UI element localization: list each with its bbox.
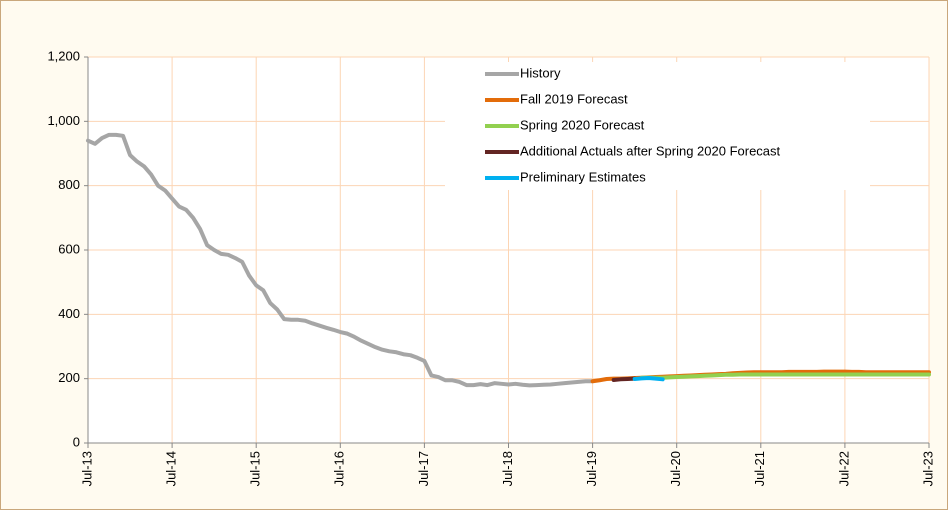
x-tick-label: Jul-22 xyxy=(836,451,851,486)
x-tick-label: Jul-19 xyxy=(584,451,599,486)
y-tick-label: 800 xyxy=(58,177,80,192)
x-tick-label: Jul-16 xyxy=(332,451,347,486)
legend-label: History xyxy=(520,65,561,80)
y-tick-label: 0 xyxy=(73,434,80,449)
y-tick-label: 1,000 xyxy=(47,113,80,128)
x-tick-label: Jul-17 xyxy=(416,451,431,486)
legend-label: Additional Actuals after Spring 2020 For… xyxy=(520,143,781,158)
y-tick-label: 200 xyxy=(58,370,80,385)
x-tick-label: Jul-14 xyxy=(164,451,179,486)
x-tick-label: Jul-20 xyxy=(668,451,683,486)
series-line xyxy=(632,376,665,382)
lines xyxy=(86,132,931,388)
x-tick-label: Jul-13 xyxy=(79,451,94,486)
legend-label: Spring 2020 Forecast xyxy=(520,117,645,132)
y-tick-label: 600 xyxy=(58,241,80,256)
series-line xyxy=(639,372,931,380)
x-tick-label: Jul-15 xyxy=(248,451,263,486)
y-tick-label: 1,200 xyxy=(47,48,80,63)
x-tick-label: Jul-23 xyxy=(920,451,935,486)
series-line xyxy=(86,132,595,388)
legend-label: Fall 2019 Forecast xyxy=(520,91,628,106)
y-tick-label: 400 xyxy=(58,306,80,321)
x-tick-label: Jul-18 xyxy=(500,451,515,486)
grid: 0 200 400 600 800 1,000 1,200 Jul-13 Jul-14 Jul-1… xyxy=(47,48,935,486)
legend-label: Preliminary Estimates xyxy=(520,169,646,184)
x-tick-label: Jul-21 xyxy=(752,451,767,486)
legend: History Fall 2019 Forecast Spring 2020 For… xyxy=(445,62,870,190)
series-line xyxy=(611,376,637,382)
